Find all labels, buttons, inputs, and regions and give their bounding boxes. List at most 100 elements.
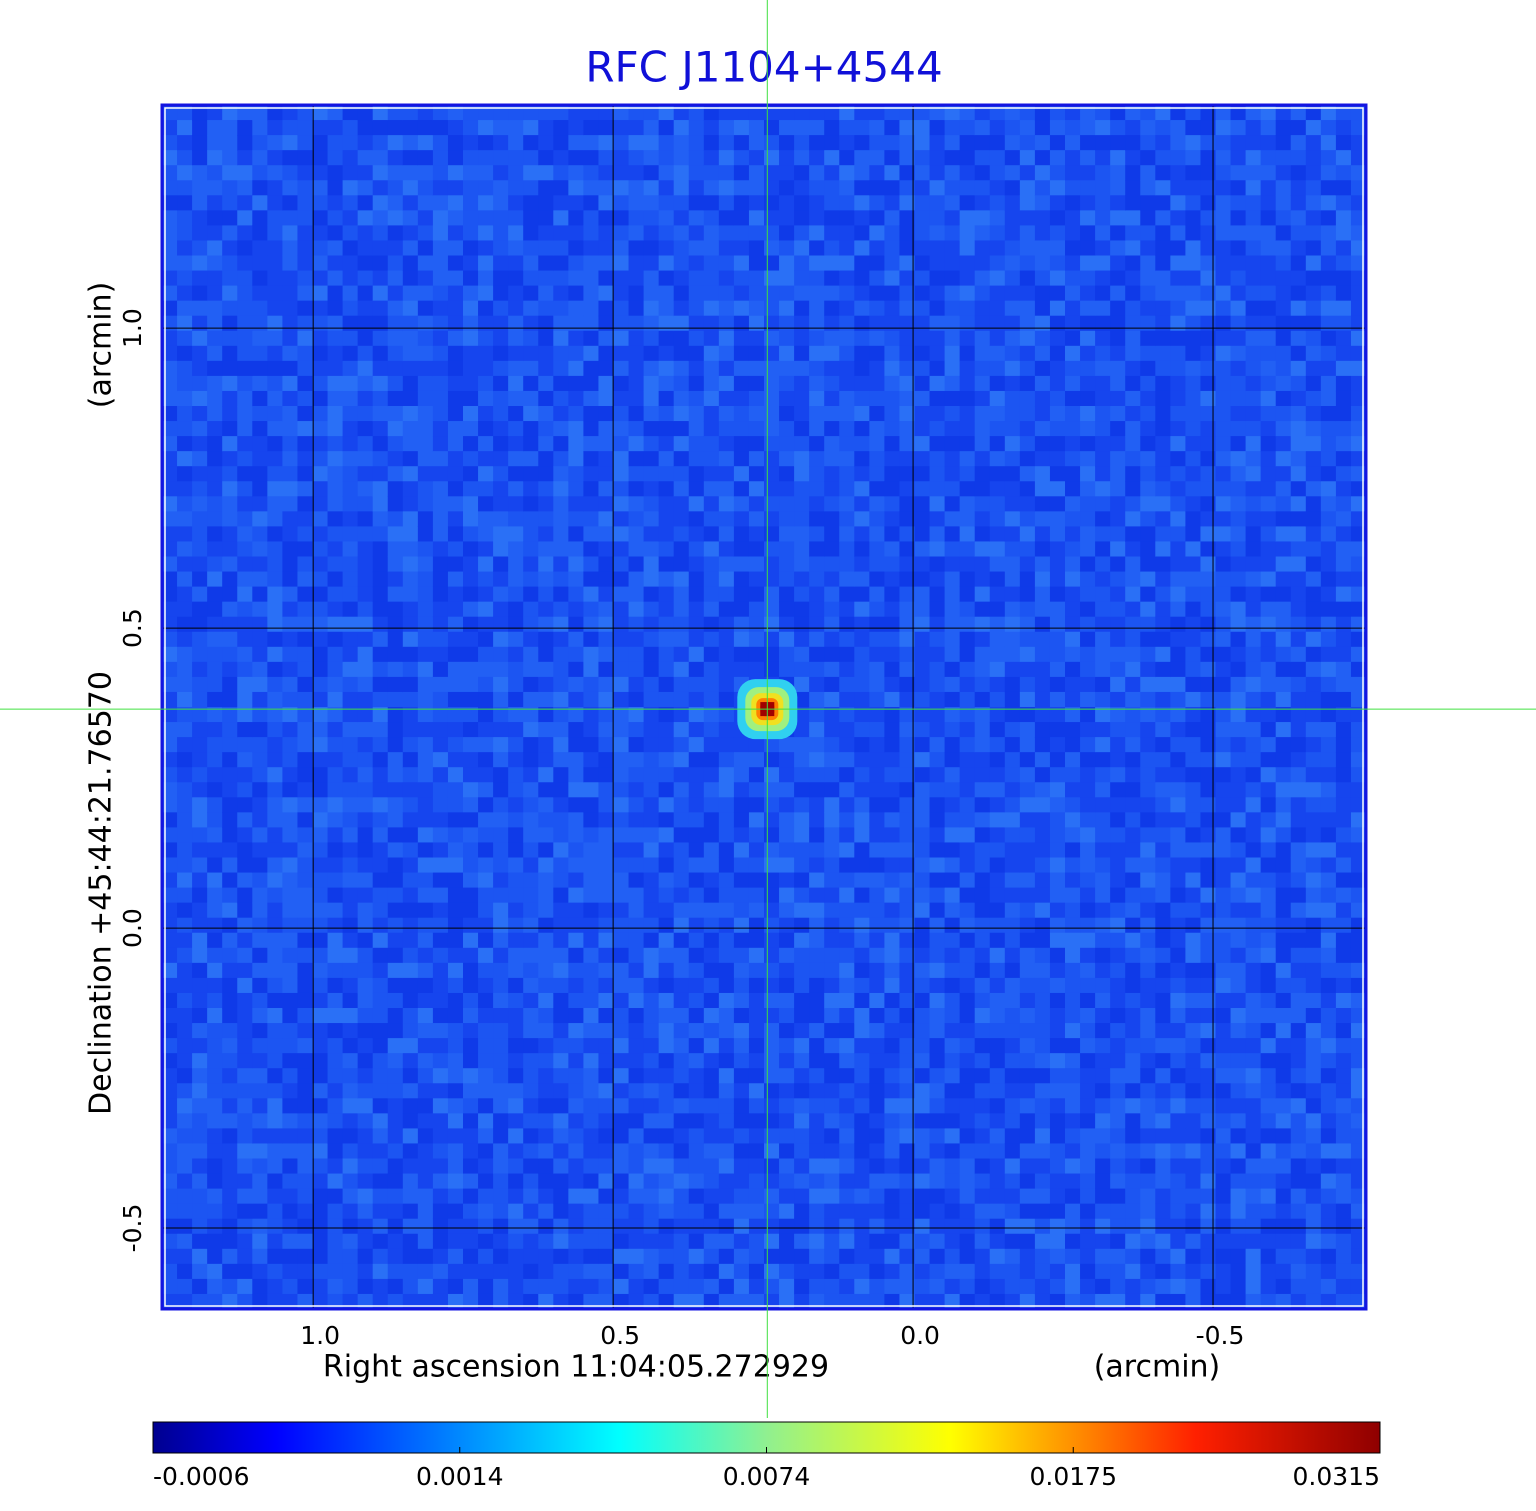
noise-pixel — [613, 285, 630, 302]
noise-pixel — [824, 767, 840, 783]
noise-pixel — [192, 436, 208, 452]
noise-pixel — [192, 315, 208, 332]
noise-pixel — [357, 947, 374, 964]
noise-pixel — [342, 1173, 359, 1190]
noise-pixel — [673, 601, 690, 618]
noise-pixel — [1049, 1158, 1066, 1175]
noise-pixel — [718, 375, 735, 392]
noise-pixel — [658, 947, 675, 964]
noise-pixel — [1080, 375, 1096, 392]
noise-pixel — [613, 240, 630, 256]
noise-pixel — [929, 1203, 946, 1220]
noise-pixel — [628, 962, 645, 979]
noise-pixel — [162, 1113, 178, 1129]
noise-pixel — [688, 375, 705, 392]
noise-pixel — [568, 932, 584, 949]
noise-pixel — [447, 1158, 464, 1175]
noise-pixel — [162, 947, 178, 964]
noise-pixel — [282, 406, 298, 422]
noise-pixel — [192, 135, 208, 151]
noise-pixel — [1095, 481, 1111, 497]
noise-pixel — [508, 300, 524, 317]
noise-pixel — [658, 737, 675, 753]
noise-pixel — [1019, 797, 1036, 813]
noise-pixel — [839, 225, 855, 241]
noise-pixel — [869, 1293, 885, 1310]
noise-pixel — [989, 240, 1006, 256]
noise-pixel — [402, 977, 419, 994]
noise-pixel — [718, 466, 735, 482]
noise-pixel — [1034, 1278, 1051, 1295]
noise-pixel — [508, 947, 524, 964]
noise-pixel — [869, 1203, 885, 1220]
noise-pixel — [1049, 481, 1066, 497]
noise-pixel — [869, 466, 885, 482]
noise-pixel — [1019, 857, 1036, 874]
noise-pixel — [252, 406, 268, 422]
noise-pixel — [658, 1128, 675, 1144]
noise-pixel — [959, 631, 976, 648]
noise-pixel — [869, 240, 885, 256]
noise-pixel — [1049, 180, 1066, 196]
noise-pixel — [1080, 1113, 1096, 1129]
noise-pixel — [779, 330, 795, 347]
noise-pixel — [959, 752, 976, 768]
noise-pixel — [959, 977, 976, 994]
noise-pixel — [162, 375, 178, 392]
noise-pixel — [673, 1098, 690, 1114]
noise-pixel — [929, 857, 946, 874]
noise-pixel — [613, 1218, 630, 1235]
noise-pixel — [899, 977, 915, 994]
noise-pixel — [1080, 947, 1096, 964]
noise-pixel — [718, 436, 735, 452]
noise-pixel — [402, 541, 419, 557]
noise-pixel — [809, 1293, 825, 1310]
noise-pixel — [884, 887, 900, 904]
noise-pixel — [598, 406, 614, 422]
noise-pixel — [854, 255, 870, 272]
noise-pixel — [327, 451, 344, 467]
noise-pixel — [959, 315, 976, 332]
noise-pixel — [718, 225, 735, 241]
noise-pixel — [658, 285, 675, 302]
noise-pixel — [523, 390, 539, 407]
noise-pixel — [974, 917, 991, 934]
noise-pixel — [658, 345, 675, 362]
noise-pixel — [779, 1248, 795, 1265]
noise-pixel — [432, 330, 449, 347]
noise-pixel — [282, 526, 298, 542]
noise-pixel — [463, 827, 479, 843]
noise-pixel — [824, 496, 840, 512]
noise-pixel — [1049, 842, 1066, 858]
noise-pixel — [944, 1113, 961, 1129]
noise-pixel — [688, 1068, 705, 1084]
noise-pixel — [372, 586, 389, 603]
noise-pixel — [508, 1083, 524, 1099]
noise-pixel — [1065, 360, 1081, 377]
noise-pixel — [222, 797, 238, 813]
noise-pixel — [493, 586, 509, 603]
noise-pixel — [929, 451, 946, 467]
noise-pixel — [703, 571, 720, 588]
noise-pixel — [929, 872, 946, 889]
noise-pixel — [523, 330, 539, 347]
noise-pixel — [869, 406, 885, 422]
noise-pixel — [914, 947, 931, 964]
noise-pixel — [207, 947, 223, 964]
noise-pixel — [824, 601, 840, 618]
noise-pixel — [447, 255, 464, 272]
noise-pixel — [493, 661, 509, 678]
noise-pixel — [192, 300, 208, 317]
noise-pixel — [372, 992, 389, 1009]
noise-pixel — [794, 451, 810, 467]
noise-pixel — [944, 631, 961, 648]
noise-pixel — [342, 451, 359, 467]
noise-pixel — [478, 827, 494, 843]
noise-pixel — [553, 375, 569, 392]
noise-pixel — [748, 375, 765, 392]
noise-pixel — [733, 1023, 750, 1039]
noise-pixel — [944, 300, 961, 317]
noise-pixel — [478, 752, 494, 768]
noise-pixel — [794, 722, 810, 738]
noise-pixel — [192, 556, 208, 573]
